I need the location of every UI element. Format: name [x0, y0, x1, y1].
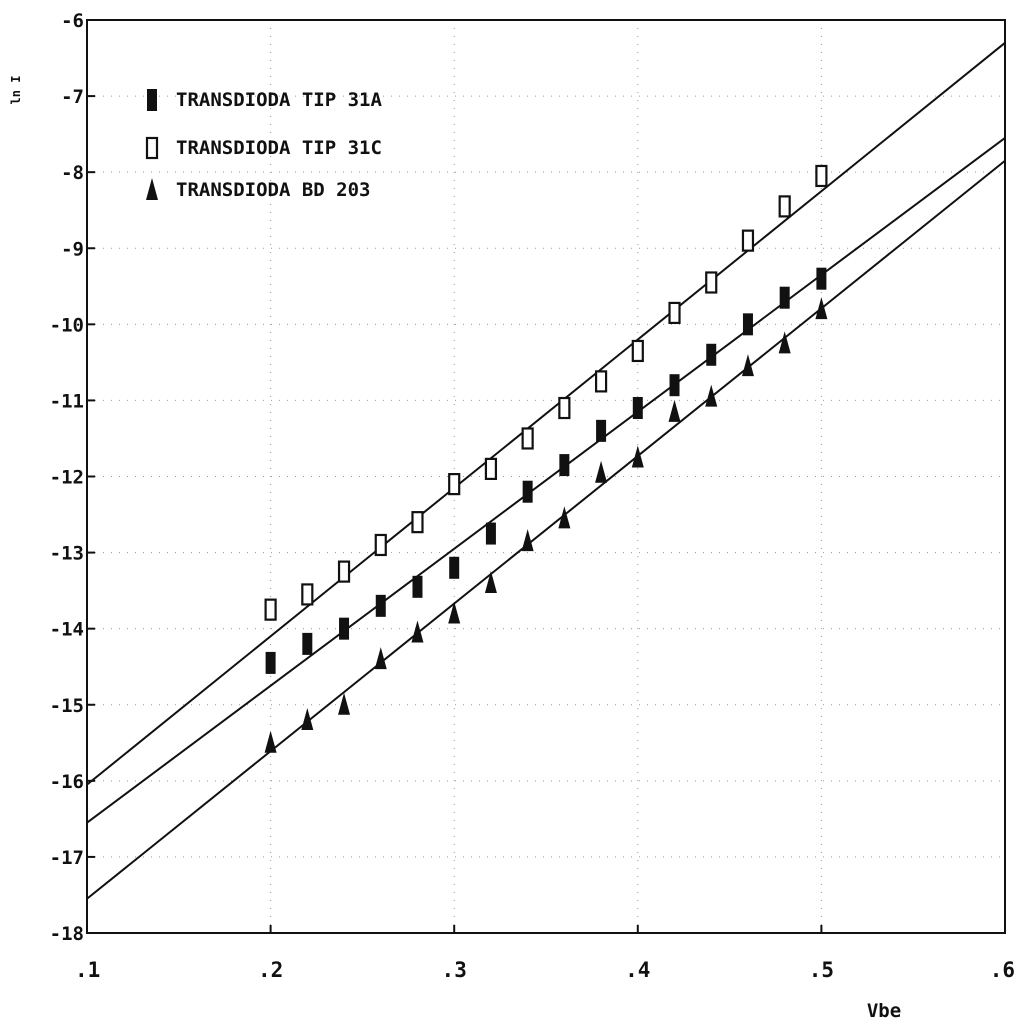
legend-label-3: TRANSDIODA BD 203: [176, 179, 370, 201]
data-point: [264, 730, 277, 753]
data-point: [339, 617, 350, 640]
legend-marker-3: [146, 178, 158, 200]
data-point: [264, 598, 277, 621]
data-point: [558, 506, 571, 529]
x-tick-label: .4: [625, 958, 650, 982]
data-point: [669, 374, 680, 397]
y-tick-label: -10: [50, 314, 84, 336]
x-tick-label: .2: [258, 958, 283, 982]
data-point: [448, 473, 461, 496]
data-point: [705, 384, 718, 407]
data-point: [301, 707, 314, 730]
data-point: [559, 454, 570, 477]
data-point: [815, 297, 828, 320]
x-tick-label: .6: [990, 958, 1015, 982]
data-point: [632, 397, 643, 420]
data-point: [484, 571, 497, 594]
data-point: [484, 457, 498, 480]
x-tick-label: .1: [75, 958, 100, 982]
data-point: [668, 301, 681, 325]
data-point: [594, 370, 608, 393]
data-point: [448, 601, 461, 624]
data-point: [522, 480, 533, 503]
y-tick-label: -6: [61, 10, 84, 32]
data-point: [741, 229, 755, 252]
y-axis-label: ln I: [9, 76, 23, 105]
data-point: [705, 271, 718, 294]
data-point: [337, 560, 351, 583]
y-tick-label: -11: [50, 390, 84, 412]
data-point: [521, 529, 534, 552]
y-tick-label: -18: [50, 923, 84, 945]
data-point: [521, 427, 534, 450]
data-point: [668, 399, 681, 422]
x-axis-label: Vbe: [867, 1000, 901, 1022]
data-point: [411, 620, 424, 643]
data-point: [778, 195, 791, 218]
x-tick-label: .5: [809, 958, 834, 982]
data-point: [815, 164, 828, 188]
fit-line-series-3: [86, 159, 1006, 900]
legend-marker-1: [147, 89, 157, 111]
data-point: [449, 556, 460, 579]
data-point: [742, 313, 753, 336]
legend-label-1: TRANSDIODA TIP 31A: [176, 89, 382, 111]
series-2-points: [264, 164, 828, 621]
data-point: [631, 339, 644, 363]
data-point: [779, 286, 790, 309]
gridlines: [87, 20, 1005, 933]
legend-marker-2: [145, 136, 159, 160]
data-point: [374, 533, 387, 557]
x-tick-label: .3: [442, 958, 467, 982]
data-point: [596, 419, 607, 442]
data-point: [338, 692, 351, 715]
y-tick-label: -17: [50, 847, 84, 869]
axis-ticks: -6 -7 -8 -9 -10 -11 -12 -13 -14 -15 -16 -17 -18 .1 .2.…: [50, 10, 1015, 982]
series-3-points: [264, 297, 828, 753]
fit-line-series-2: [86, 42, 1006, 786]
y-tick-label: -14: [50, 619, 84, 641]
data-point: [411, 511, 424, 534]
y-tick-label: -7: [61, 86, 84, 108]
data-point: [706, 343, 717, 366]
data-point: [741, 354, 754, 377]
data-point: [374, 647, 387, 670]
data-point: [301, 583, 314, 606]
series-1-points: [265, 267, 827, 674]
legend-label-2: TRANSDIODA TIP 31C: [176, 137, 382, 159]
data-point: [631, 445, 644, 468]
data-point: [595, 460, 608, 483]
y-tick-label: -13: [50, 543, 84, 565]
data-point: [485, 522, 496, 545]
data-point: [265, 651, 276, 674]
fit-line-series-1: [86, 137, 1006, 824]
data-markers: [264, 164, 828, 753]
y-tick-label: -15: [50, 695, 84, 717]
y-tick-label: -9: [61, 238, 84, 260]
data-point: [778, 331, 791, 354]
legend: TRANSDIODA TIP 31A TRANSDIODA TIP 31C TRAN…: [145, 89, 382, 201]
y-tick-label: -8: [61, 162, 84, 184]
data-point: [816, 267, 827, 290]
y-tick-label: -16: [50, 771, 84, 793]
y-tick-label: -12: [50, 467, 84, 489]
data-point: [375, 594, 386, 617]
fit-lines: [86, 42, 1006, 900]
data-point: [558, 396, 571, 420]
data-point: [412, 575, 423, 598]
data-point: [302, 632, 313, 655]
